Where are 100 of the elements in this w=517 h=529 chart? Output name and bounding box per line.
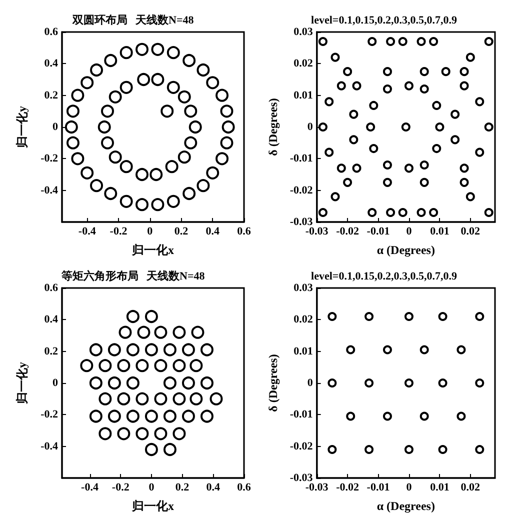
point — [98, 392, 112, 406]
point — [330, 192, 340, 202]
y-tick-label: -0.2 — [40, 408, 58, 421]
point — [182, 410, 195, 423]
y-tick-label: 0.03 — [294, 282, 314, 294]
point — [172, 392, 186, 406]
point — [404, 312, 414, 321]
point — [368, 208, 377, 217]
x-tick-label: 0.4 — [206, 482, 221, 494]
x-tick-label: 0.02 — [460, 226, 481, 238]
point — [466, 52, 475, 62]
x-axis-title: 归一化x — [131, 499, 174, 513]
point — [460, 81, 469, 90]
point — [460, 178, 469, 187]
point — [66, 104, 80, 118]
point — [136, 42, 149, 56]
point — [404, 445, 414, 454]
point — [126, 410, 140, 423]
y-tick-label: 0.4 — [44, 58, 58, 70]
point — [108, 410, 121, 423]
point — [328, 378, 337, 388]
point — [382, 178, 392, 187]
point — [420, 345, 429, 354]
y-tick-label: -0.2 — [40, 152, 58, 165]
x-tick-label: 0.02 — [460, 482, 481, 494]
point — [475, 97, 484, 106]
point — [136, 168, 149, 181]
point — [369, 144, 378, 154]
x-tick-label: 0 — [148, 482, 155, 494]
point — [182, 343, 195, 356]
x-tick-label: -0.01 — [366, 226, 390, 238]
point — [484, 208, 494, 217]
x-axis-title: α (Degrees) — [376, 243, 435, 257]
point — [404, 81, 414, 90]
x-tick-label: 0.4 — [206, 226, 220, 238]
point — [220, 136, 234, 150]
x-tick-label: -0.4 — [78, 226, 96, 238]
point — [80, 359, 94, 372]
x-tick-label: 0.6 — [237, 226, 252, 238]
y-tick-label: 0.02 — [294, 58, 314, 70]
x-tick-label: -0.02 — [336, 482, 360, 494]
point — [398, 208, 408, 217]
y-tick-label: 0.01 — [294, 345, 313, 358]
chart-title: level=0.1,0.15,0.2,0.3,0.5,0.7,0.9 — [311, 14, 458, 26]
point — [429, 37, 438, 46]
point — [382, 67, 392, 76]
point — [101, 136, 114, 150]
point — [386, 37, 396, 46]
point — [386, 208, 396, 217]
point — [136, 392, 149, 406]
point — [420, 178, 429, 187]
y-tick-label: 0.2 — [44, 345, 58, 358]
point — [101, 104, 114, 118]
point — [108, 376, 121, 390]
point — [151, 198, 164, 212]
x-tick-label: -0.2 — [112, 482, 130, 494]
point — [98, 427, 112, 440]
point — [118, 326, 132, 339]
point — [349, 135, 358, 144]
y-tick-label: -0.03 — [290, 216, 314, 228]
y-tick-label: 0.2 — [44, 89, 58, 102]
point — [460, 67, 469, 76]
point — [475, 148, 484, 157]
point — [346, 412, 356, 421]
point — [435, 122, 444, 132]
y-tick-label: 0.02 — [294, 314, 314, 326]
point — [420, 67, 429, 76]
point — [160, 104, 174, 118]
point — [163, 376, 176, 390]
point — [172, 359, 186, 372]
point — [336, 164, 346, 173]
point — [90, 64, 104, 76]
point — [450, 135, 460, 144]
point — [144, 343, 158, 356]
y-tick-label: 0 — [307, 121, 314, 133]
point — [352, 164, 362, 173]
point — [178, 90, 191, 104]
point — [475, 378, 484, 388]
point — [398, 37, 408, 46]
point — [336, 81, 346, 90]
point — [196, 179, 210, 192]
y-tick-label: 0.6 — [44, 282, 58, 294]
point — [484, 122, 494, 132]
point — [352, 81, 362, 90]
point — [89, 343, 102, 356]
point — [206, 76, 220, 90]
point — [184, 136, 198, 150]
point — [475, 445, 484, 454]
point — [136, 198, 149, 212]
point — [364, 445, 374, 454]
point — [120, 194, 133, 208]
point — [163, 343, 176, 356]
point — [126, 376, 140, 390]
point — [172, 326, 186, 339]
point — [200, 376, 214, 390]
point — [120, 46, 133, 60]
point — [438, 312, 448, 321]
point — [382, 160, 392, 170]
point — [450, 110, 460, 119]
point — [328, 445, 337, 454]
